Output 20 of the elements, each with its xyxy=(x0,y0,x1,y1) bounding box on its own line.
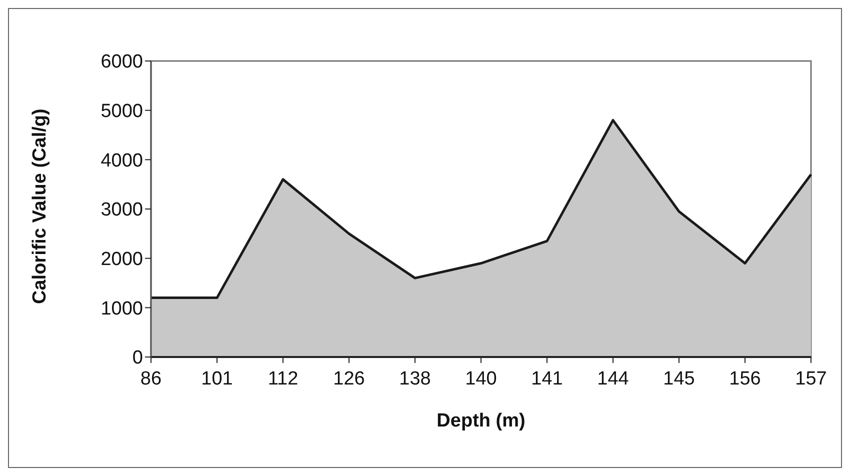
x-tick-label: 112 xyxy=(268,368,298,390)
x-tick-label: 86 xyxy=(140,368,162,390)
y-tick-label: 0 xyxy=(132,348,143,369)
x-tick-label: 101 xyxy=(201,368,233,390)
y-tick-label: 4000 xyxy=(100,150,143,172)
y-tick-label: 5000 xyxy=(100,101,143,122)
x-tick-label: 144 xyxy=(597,368,630,390)
y-tick-label: 2000 xyxy=(100,249,143,270)
x-tick-label: 138 xyxy=(399,368,431,390)
x-axis-title: Depth (m) xyxy=(436,410,526,432)
x-tick-label: 141 xyxy=(531,368,563,390)
x-tick-label: 156 xyxy=(729,368,761,390)
x-tick-label: 140 xyxy=(465,368,497,390)
x-tick-label: 145 xyxy=(663,368,695,390)
x-tick-label: 157 xyxy=(795,368,827,390)
x-tick-label: 126 xyxy=(333,368,365,390)
y-tick-label: 1000 xyxy=(100,298,143,320)
y-tick-label: 6000 xyxy=(100,52,143,73)
y-tick-label: 3000 xyxy=(100,200,143,221)
y-axis-title: Calorific Value (Cal/g) xyxy=(30,108,51,304)
